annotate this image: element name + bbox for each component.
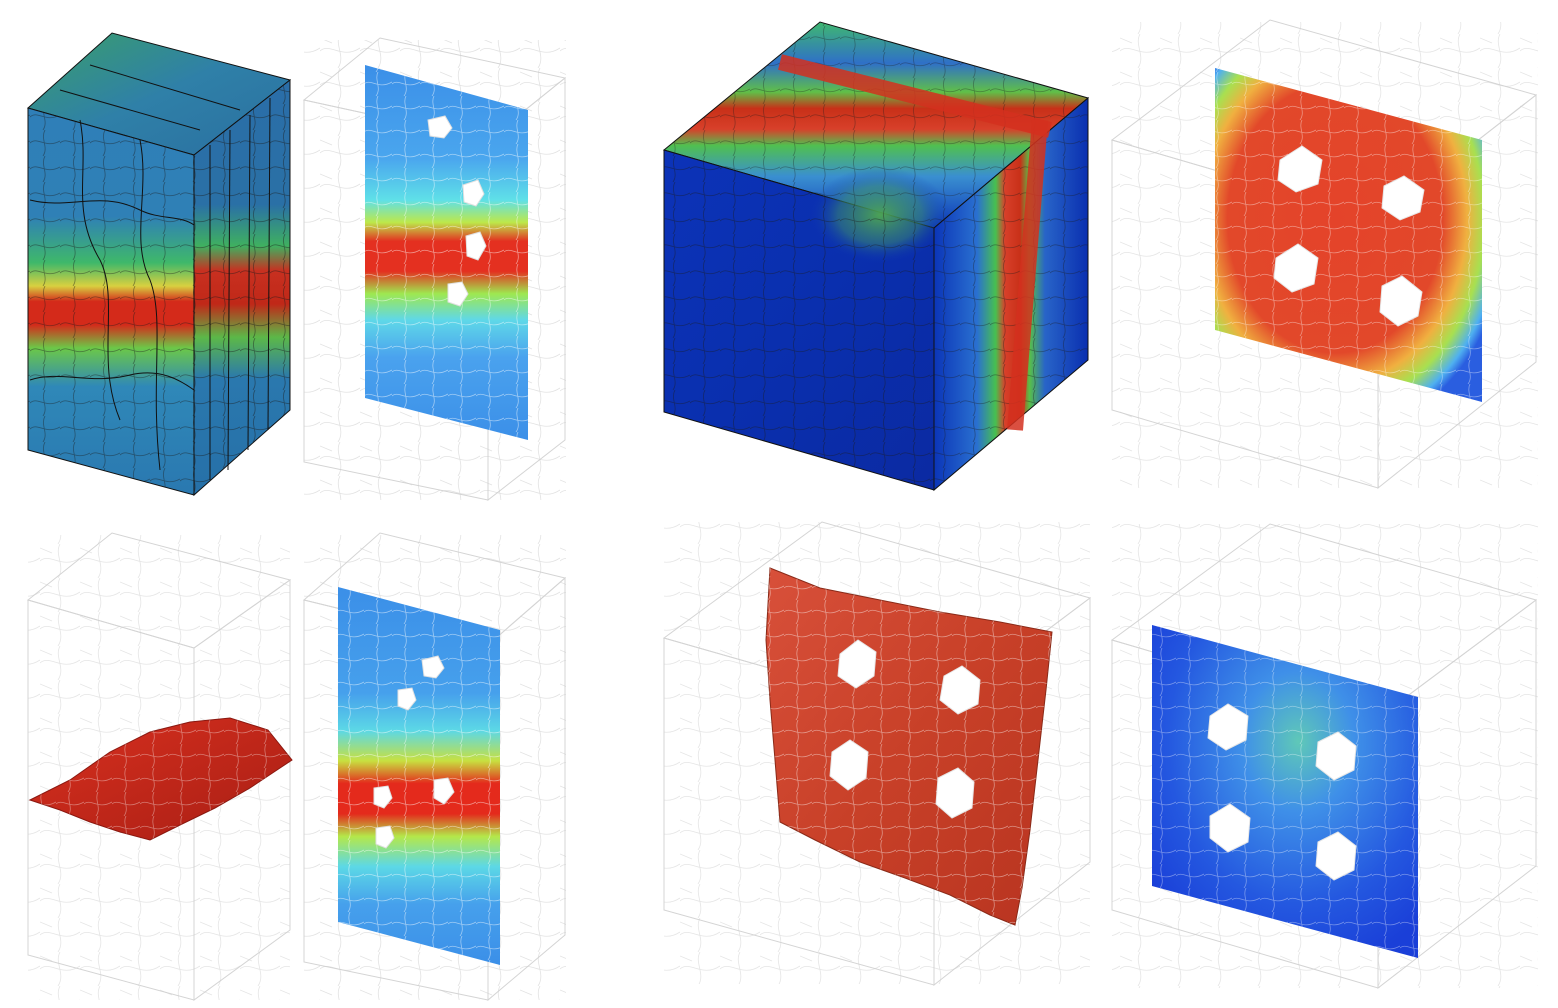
panel-a2-slice-band <box>302 37 567 502</box>
hole <box>837 639 877 689</box>
hole <box>939 665 981 715</box>
hole <box>1379 275 1423 327</box>
panel-b3-fracture-surface <box>662 521 1092 987</box>
panel-a1-solid-block <box>26 32 292 497</box>
hole <box>1315 831 1357 881</box>
hole <box>1209 803 1251 853</box>
hole <box>935 767 975 819</box>
hole <box>1277 145 1323 193</box>
hole <box>1207 703 1249 751</box>
panel-a3-horizontal-surface <box>26 532 293 1001</box>
panel-a4-slice-holes <box>302 532 567 1002</box>
hole <box>1273 243 1319 293</box>
panel-b2-hot-slice <box>1110 19 1538 490</box>
hole <box>829 739 869 791</box>
hole <box>1381 175 1425 221</box>
panel-b1-solid-cube <box>662 21 1090 492</box>
panel-b4-cool-slice <box>1110 523 1538 990</box>
hole <box>1315 731 1357 781</box>
